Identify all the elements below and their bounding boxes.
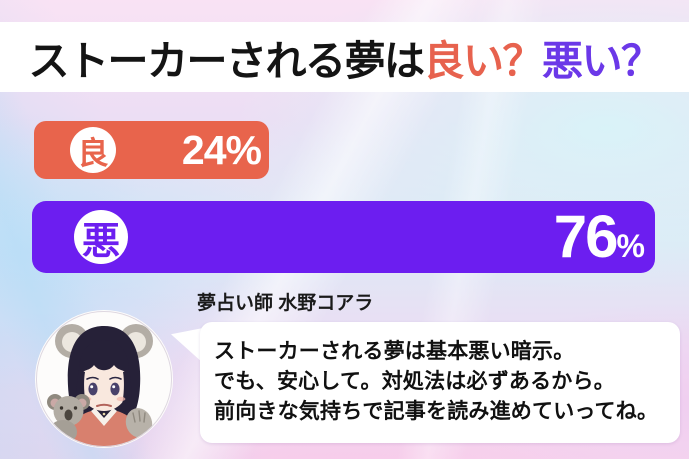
- fortune-teller-avatar: [35, 310, 173, 448]
- title-prefix: ストーカーされる夢は: [28, 38, 426, 84]
- good-percentage: 24%: [181, 126, 262, 173]
- bad-result-bar: 悪 76%: [32, 201, 655, 273]
- speech-line: 前向きな気持ちで記事を読み進めていってね。: [214, 400, 659, 423]
- speech-bubble-tail: [171, 328, 203, 363]
- koala-girl-illustration: [36, 311, 172, 447]
- good-badge-label: 良: [77, 135, 109, 171]
- bad-percentage: 76%: [554, 207, 645, 267]
- speech-bubble: ストーカーされる夢は基本悪い暗示。 でも、安心して。対処法は必ずあるから。 前向…: [200, 322, 680, 443]
- speech-line: でも、安心して。対処法は必ずあるから。: [214, 370, 615, 393]
- bad-badge-label: 悪: [81, 220, 120, 263]
- page-title: ストーカーされる夢は良い？悪い？: [28, 27, 662, 87]
- title-banner: ストーカーされる夢は良い？悪い？: [0, 22, 689, 92]
- title-good-word: 良い？: [423, 38, 544, 84]
- bad-percentage-unit: %: [616, 228, 645, 264]
- good-badge: 良: [70, 127, 116, 173]
- fortune-teller-name: 夢占い師 水野コアラ: [197, 293, 374, 314]
- speech-line: ストーカーされる夢は基本悪い暗示。: [214, 340, 575, 363]
- bad-badge: 悪: [74, 210, 128, 264]
- good-result-bar: 良 24%: [34, 121, 269, 179]
- good-percentage-value: 24: [181, 126, 227, 173]
- title-bad-word: 悪い？: [542, 38, 662, 84]
- bad-percentage-value: 76: [553, 203, 619, 270]
- good-percentage-unit: %: [225, 126, 262, 173]
